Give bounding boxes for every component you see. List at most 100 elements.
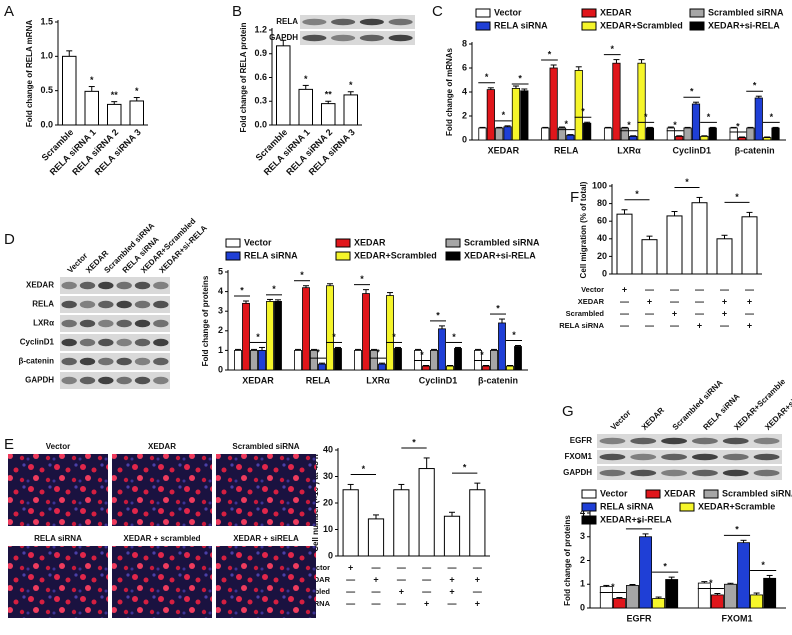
bar <box>514 346 522 371</box>
legend-label: XEDAR <box>354 237 386 247</box>
bar <box>506 365 514 371</box>
bar <box>250 349 258 371</box>
panel-letter: D <box>4 231 15 248</box>
y-tick-label: 0 <box>462 134 467 144</box>
micrograph <box>216 546 316 618</box>
y-tick-label: 1.0 <box>40 51 53 61</box>
significance: ** <box>325 90 333 100</box>
micrograph <box>8 546 108 618</box>
bracket-label: * <box>735 192 739 202</box>
bar <box>691 103 701 141</box>
bar <box>574 70 583 141</box>
blot-band <box>599 453 626 461</box>
bar <box>367 518 385 557</box>
y-axis-label: Cell migration (% of total) <box>579 181 588 278</box>
significance: * <box>240 285 244 295</box>
blot-band <box>388 34 413 42</box>
panel-letter: E <box>4 436 14 453</box>
condition-sign: + <box>747 320 752 330</box>
y-tick-label: 0 <box>602 268 607 278</box>
blot-band <box>79 357 96 366</box>
significance: * <box>610 44 614 54</box>
bar <box>763 137 772 141</box>
legend-swatch <box>645 489 661 499</box>
blot-band <box>691 469 718 477</box>
x-tick-label: β-catenin <box>735 145 775 155</box>
blot-band <box>359 34 384 42</box>
condition-sign: + <box>622 284 627 294</box>
bar <box>666 215 683 275</box>
bar <box>482 365 490 371</box>
bar <box>566 134 575 141</box>
panel-letter: G <box>562 403 574 420</box>
significance: * <box>480 350 484 360</box>
bar <box>549 67 558 141</box>
significance: * <box>518 73 522 83</box>
blot-band <box>79 376 96 385</box>
bar <box>298 88 313 126</box>
y-tick-label: 1 <box>218 345 223 355</box>
legend-swatch <box>581 502 597 512</box>
bar <box>737 542 750 609</box>
significance: * <box>644 112 648 122</box>
bar <box>691 202 708 275</box>
blot-band <box>134 300 151 309</box>
bar <box>342 489 359 557</box>
bar <box>641 239 658 275</box>
x-tick-label: XEDAR <box>488 145 520 155</box>
x-tick-label: CyclinD1 <box>673 145 712 155</box>
legend-swatch <box>689 8 705 18</box>
blot-strip <box>60 296 170 313</box>
blot-band <box>302 18 327 26</box>
blot-band <box>691 437 718 445</box>
bar <box>511 88 521 141</box>
condition-label: Scrambled <box>566 309 605 318</box>
blot-strip <box>597 450 782 464</box>
condition-label: XEDAR <box>304 575 331 584</box>
blot-label: CyclinD1 <box>20 338 55 347</box>
bar <box>107 103 122 126</box>
significance: * <box>332 332 336 342</box>
blot-band <box>98 300 114 309</box>
bar <box>746 127 755 141</box>
legend-label: Vector <box>494 7 522 17</box>
blot-band <box>722 437 749 445</box>
condition-sign: — <box>670 296 679 306</box>
bar <box>637 62 646 141</box>
blot-band <box>630 453 657 461</box>
x-tick-label: FXOM1 <box>721 613 752 623</box>
x-tick-label: XEDAR <box>242 375 274 385</box>
condition-sign: — <box>645 320 654 330</box>
condition-sign: — <box>695 308 704 318</box>
y-tick-label: 0.9 <box>254 48 267 58</box>
y-tick-label: 0 <box>580 602 585 612</box>
legend-swatch <box>679 502 695 512</box>
bar <box>393 489 410 557</box>
bar <box>710 594 724 609</box>
legend-label: XEDAR <box>664 488 696 498</box>
condition-sign: — <box>346 598 355 608</box>
significance: * <box>360 274 364 284</box>
blot-band <box>116 281 132 290</box>
x-tick-label: β-catenin <box>478 375 518 385</box>
legend-label: RELA siRNA <box>494 20 548 30</box>
y-tick-label: 0.3 <box>254 96 267 106</box>
y-axis-label: Fold change of mRNAs <box>445 47 454 136</box>
blot-band <box>661 453 688 461</box>
blot-band <box>61 319 77 328</box>
blot-band <box>98 319 114 328</box>
condition-sign: — <box>620 296 629 306</box>
y-axis-label: Fold change of proteins <box>563 515 572 606</box>
blot-band <box>661 469 688 477</box>
condition-sign: + <box>722 308 727 318</box>
blot-band <box>599 469 626 477</box>
blot-label: GAPDH <box>563 468 592 477</box>
bar <box>276 45 291 126</box>
bar <box>378 363 386 371</box>
y-tick-label: 2 <box>580 555 585 565</box>
blot-band <box>79 319 96 328</box>
y-tick-label: 0 <box>218 364 223 374</box>
legend-label: Scrambled siRNA <box>722 488 792 498</box>
image-label: Vector <box>46 442 70 451</box>
condition-sign: — <box>695 296 704 306</box>
